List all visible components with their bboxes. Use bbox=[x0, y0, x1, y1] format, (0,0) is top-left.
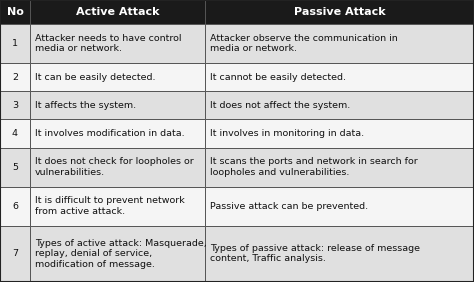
Bar bbox=[205, 226, 474, 282]
Bar bbox=[205, 24, 474, 63]
Bar bbox=[30, 187, 205, 226]
Bar bbox=[30, 24, 205, 63]
Text: It does not check for loopholes or
vulnerabilities.: It does not check for loopholes or vulne… bbox=[35, 157, 194, 177]
Text: 1: 1 bbox=[12, 39, 18, 48]
Text: No: No bbox=[7, 7, 23, 17]
Text: Attacker observe the communication in
media or network.: Attacker observe the communication in me… bbox=[210, 34, 398, 53]
Text: 3: 3 bbox=[12, 101, 18, 110]
Text: It involves in monitoring in data.: It involves in monitoring in data. bbox=[210, 129, 364, 138]
Bar bbox=[0, 0, 30, 24]
Bar bbox=[30, 0, 205, 24]
Text: Active Attack: Active Attack bbox=[76, 7, 159, 17]
Bar bbox=[205, 91, 474, 119]
Bar bbox=[0, 24, 30, 63]
Bar bbox=[0, 226, 30, 282]
Bar bbox=[30, 226, 205, 282]
Text: 7: 7 bbox=[12, 249, 18, 258]
Text: It can be easily detected.: It can be easily detected. bbox=[35, 72, 155, 81]
Bar bbox=[30, 147, 205, 187]
Bar bbox=[0, 91, 30, 119]
Text: It scans the ports and network in search for
loopholes and vulnerabilities.: It scans the ports and network in search… bbox=[210, 157, 418, 177]
Bar bbox=[0, 147, 30, 187]
Text: Passive Attack: Passive Attack bbox=[294, 7, 385, 17]
Bar bbox=[205, 147, 474, 187]
Bar bbox=[30, 63, 205, 91]
Bar bbox=[30, 91, 205, 119]
Bar bbox=[0, 63, 30, 91]
Text: 2: 2 bbox=[12, 72, 18, 81]
Bar bbox=[205, 119, 474, 147]
Bar bbox=[205, 0, 474, 24]
Bar bbox=[205, 187, 474, 226]
Bar bbox=[30, 119, 205, 147]
Text: 4: 4 bbox=[12, 129, 18, 138]
Text: Types of active attack: Masquerade,
replay, denial of service,
modification of m: Types of active attack: Masquerade, repl… bbox=[35, 239, 207, 269]
Text: Types of passive attack: release of message
content, Traffic analysis.: Types of passive attack: release of mess… bbox=[210, 244, 420, 263]
Bar bbox=[0, 187, 30, 226]
Text: Attacker needs to have control
media or network.: Attacker needs to have control media or … bbox=[35, 34, 182, 53]
Bar bbox=[0, 119, 30, 147]
Text: 5: 5 bbox=[12, 162, 18, 171]
Text: It affects the system.: It affects the system. bbox=[35, 101, 136, 110]
Text: Passive attack can be prevented.: Passive attack can be prevented. bbox=[210, 202, 368, 211]
Text: It involves modification in data.: It involves modification in data. bbox=[35, 129, 185, 138]
Text: It is difficult to prevent network
from active attack.: It is difficult to prevent network from … bbox=[35, 196, 185, 216]
Text: 6: 6 bbox=[12, 202, 18, 211]
Text: It cannot be easily detected.: It cannot be easily detected. bbox=[210, 72, 346, 81]
Bar bbox=[205, 63, 474, 91]
Text: It does not affect the system.: It does not affect the system. bbox=[210, 101, 350, 110]
